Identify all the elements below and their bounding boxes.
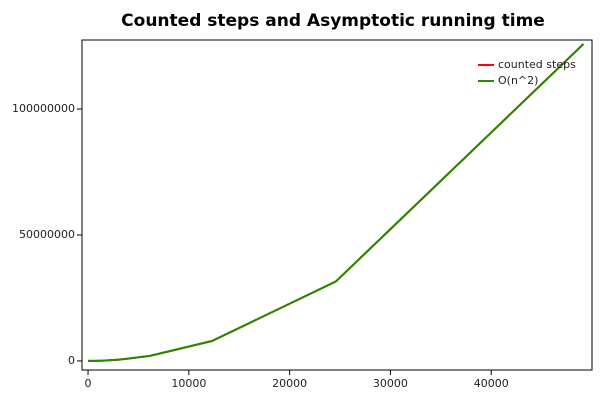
x-tick-label: 40000 bbox=[474, 377, 509, 390]
x-tick-label: 0 bbox=[85, 377, 92, 390]
chart-title: Counted steps and Asymptotic running tim… bbox=[121, 11, 545, 31]
legend-label: O(n^2) bbox=[498, 74, 538, 87]
series-line bbox=[88, 43, 585, 362]
y-tick-label: 0 bbox=[68, 354, 75, 367]
y-tick-label: 50000000 bbox=[19, 228, 75, 241]
x-tick-label: 10000 bbox=[171, 377, 206, 390]
plot-frame bbox=[81, 39, 593, 371]
y-tick-label: 100000000 bbox=[12, 102, 75, 115]
series-line bbox=[88, 43, 585, 362]
x-tick-label: 30000 bbox=[373, 377, 408, 390]
x-tick-label: 20000 bbox=[272, 377, 307, 390]
legend-label: counted steps bbox=[498, 58, 576, 71]
